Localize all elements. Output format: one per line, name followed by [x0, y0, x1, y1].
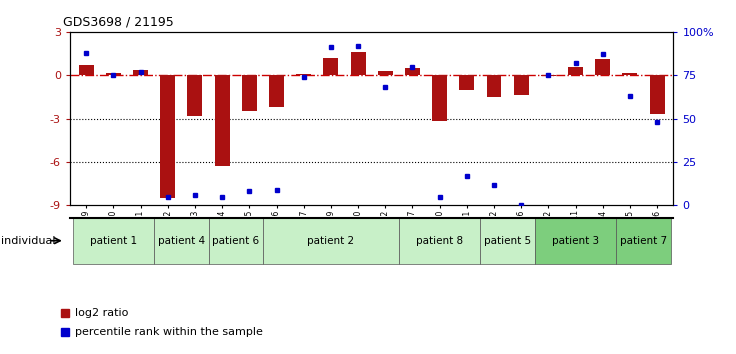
Bar — [350, 52, 366, 75]
Bar — [106, 73, 121, 75]
Bar — [269, 75, 284, 107]
Bar — [188, 75, 202, 116]
Bar — [650, 75, 665, 114]
Text: individual: individual — [1, 236, 55, 246]
Bar — [432, 75, 447, 121]
Bar — [378, 71, 393, 75]
Bar — [623, 73, 637, 75]
Text: patient 4: patient 4 — [158, 236, 205, 246]
Bar — [405, 68, 420, 75]
Bar — [155, 218, 208, 264]
Bar — [160, 75, 175, 198]
Bar — [459, 75, 474, 90]
Text: patient 2: patient 2 — [308, 236, 355, 246]
Text: patient 3: patient 3 — [552, 236, 599, 246]
Bar — [514, 75, 528, 96]
Text: log2 ratio: log2 ratio — [75, 308, 128, 319]
Bar — [541, 75, 556, 76]
Bar — [208, 218, 263, 264]
Text: patient 5: patient 5 — [484, 236, 531, 246]
Bar — [481, 218, 535, 264]
Bar — [399, 218, 481, 264]
Bar — [486, 75, 501, 97]
Bar — [535, 218, 616, 264]
Bar — [215, 75, 230, 166]
Bar — [296, 74, 311, 75]
Bar — [242, 75, 257, 112]
Text: patient 1: patient 1 — [90, 236, 137, 246]
Text: patient 8: patient 8 — [416, 236, 463, 246]
Bar — [73, 218, 155, 264]
Bar — [263, 218, 399, 264]
Bar — [616, 218, 670, 264]
Text: GDS3698 / 21195: GDS3698 / 21195 — [63, 16, 173, 29]
Bar — [595, 59, 610, 75]
Text: patient 7: patient 7 — [620, 236, 667, 246]
Bar — [568, 67, 583, 75]
Text: patient 6: patient 6 — [212, 236, 259, 246]
Bar — [133, 70, 148, 75]
Text: percentile rank within the sample: percentile rank within the sample — [75, 327, 263, 337]
Bar — [79, 65, 93, 75]
Bar — [323, 58, 339, 75]
